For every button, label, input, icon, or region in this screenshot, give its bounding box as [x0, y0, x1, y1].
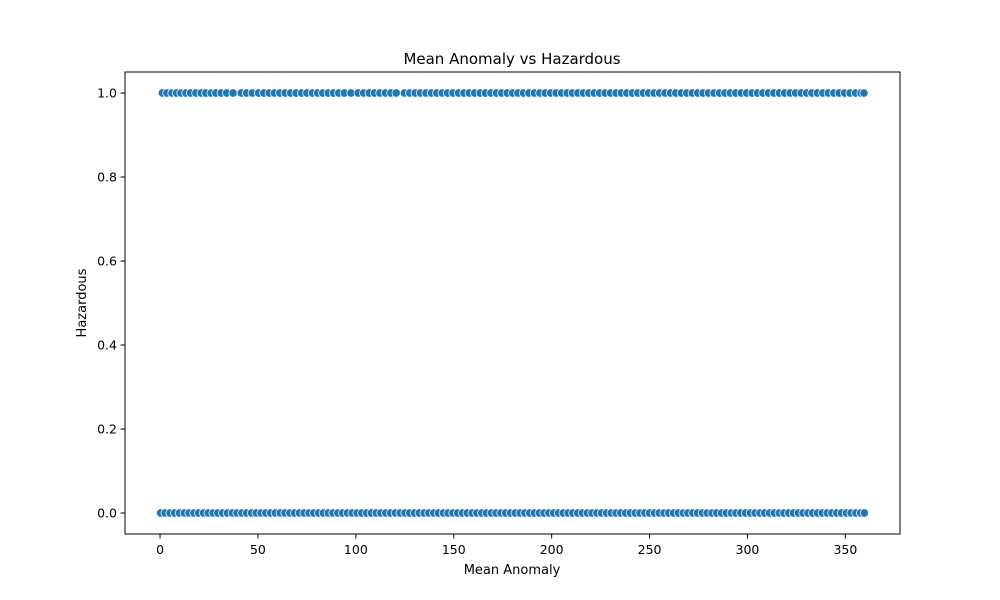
- x-tick-label: 150: [442, 542, 466, 557]
- x-tick-label: 0: [156, 542, 164, 557]
- y-axis: 0.0 0.2 0.4 0.6 0.8 1.0: [97, 86, 125, 521]
- x-tick-label: 200: [540, 542, 564, 557]
- y-tick-label: 0.4: [97, 338, 117, 353]
- x-tick-label: 250: [638, 542, 662, 557]
- x-tick-label: 300: [736, 542, 760, 557]
- data-points: [156, 88, 869, 518]
- x-tick-label: 50: [250, 542, 266, 557]
- x-tick-label: 100: [344, 542, 368, 557]
- data-point: [391, 88, 401, 98]
- data-point: [859, 88, 869, 98]
- x-tick-label: 350: [833, 542, 857, 557]
- x-axis-label: Mean Anomaly: [464, 563, 561, 578]
- y-tick-label: 0.8: [97, 170, 117, 185]
- data-point: [228, 88, 238, 98]
- y-tick-label: 0.0: [97, 506, 117, 521]
- data-point: [859, 508, 869, 518]
- plot-frame: [124, 71, 901, 535]
- y-tick-label: 0.2: [97, 422, 117, 437]
- y-tick-label: 0.6: [97, 254, 117, 269]
- y-tick-label: 1.0: [97, 86, 117, 101]
- chart-title: Mean Anomaly vs Hazardous: [403, 50, 620, 68]
- x-axis: 0 50 100 150 200 250 300 350: [156, 534, 857, 557]
- y-axis-label: Hazardous: [75, 268, 90, 337]
